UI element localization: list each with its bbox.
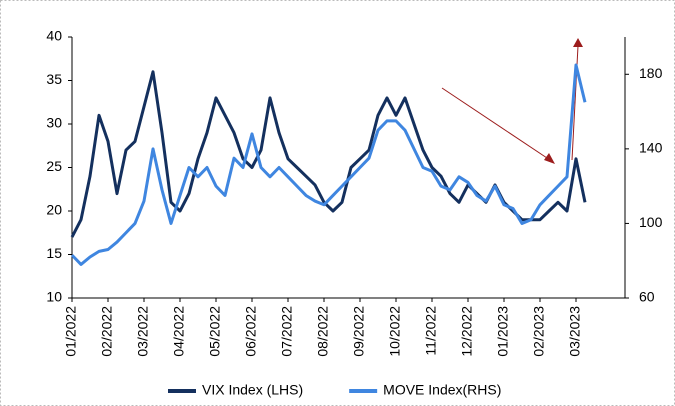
x-tick-label: 01/2023: [495, 306, 511, 357]
y2-tick-label: 100: [639, 214, 663, 230]
x-tick-label: 03/2023: [567, 306, 583, 357]
x-tick-label: 01/2022: [63, 306, 79, 357]
x-tick-label: 04/2022: [171, 306, 187, 357]
y2-tick-label: 180: [639, 65, 663, 81]
x-tick-label: 11/2022: [423, 306, 439, 356]
series-line: [70, 63, 587, 266]
x-tick-label: 05/2022: [207, 306, 223, 357]
series-line: [70, 70, 587, 238]
y2-tick-label: 60: [639, 289, 655, 305]
x-tick-label: 03/2022: [135, 306, 151, 357]
y-tick-label: 40: [46, 28, 62, 44]
y-tick-label: 20: [46, 202, 62, 218]
annotations: [441, 38, 583, 164]
y-tick-label: 10: [46, 289, 62, 305]
arrow-head: [544, 153, 555, 164]
legend-label: MOVE Index(RHS): [383, 382, 501, 398]
legend-label: VIX Index (LHS): [202, 382, 303, 398]
y-tick-label: 15: [46, 245, 62, 261]
y-tick-label: 35: [46, 71, 62, 87]
x-tick-label: 02/2022: [99, 306, 115, 357]
y-tick-label: 30: [46, 115, 62, 131]
arrow: [441, 87, 551, 161]
y2-tick-label: 140: [639, 140, 663, 156]
x-tick-label: 06/2022: [243, 306, 259, 357]
y-tick-label: 25: [46, 158, 62, 174]
x-tick-label: 07/2022: [279, 306, 295, 357]
x-tick-label: 09/2022: [351, 306, 367, 357]
x-tick-label: 10/2022: [387, 306, 403, 357]
x-tick-label: 12/2022: [459, 306, 475, 357]
x-tick-label: 08/2022: [315, 306, 331, 357]
arrow-head: [573, 38, 583, 47]
x-tick-label: 02/2023: [531, 306, 547, 357]
